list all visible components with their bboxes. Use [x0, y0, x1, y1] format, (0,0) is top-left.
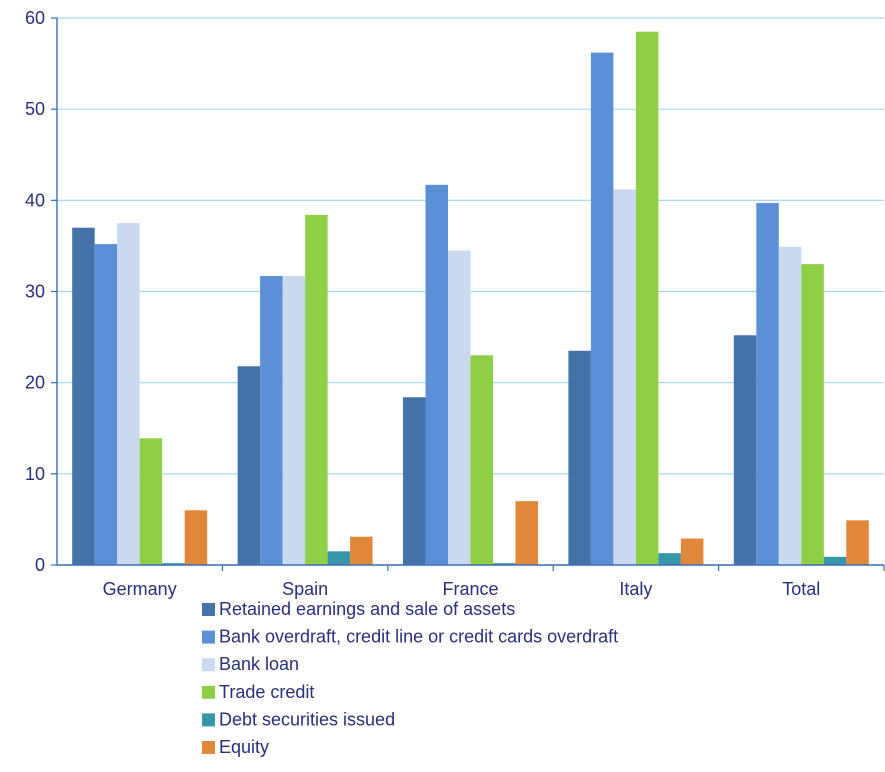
- legend: Retained earnings and sale of assets Bank…: [202, 599, 618, 757]
- bar-total-series-5: [846, 520, 869, 565]
- bar-france-series-3: [470, 355, 493, 565]
- bar-italy-series-3: [635, 31, 659, 566]
- bar-total-series-2: [778, 246, 802, 565]
- y-tick-label: 60: [25, 8, 45, 28]
- legend-label: Bank loan: [219, 654, 299, 674]
- bar-france-series-2: [448, 250, 471, 565]
- bar-italy-series-5: [680, 538, 704, 565]
- y-tick-label: 0: [35, 555, 45, 575]
- bar-total-series-1: [756, 203, 779, 565]
- bar-germany-series-5: [184, 510, 208, 565]
- bar-germany-series-3: [139, 438, 163, 565]
- legend-swatch: [202, 713, 215, 727]
- bar-total-series-4: [823, 556, 847, 565]
- y-tick-labels: 0 10 20 30 40 50 60: [25, 8, 45, 575]
- y-tick-label: 10: [25, 464, 45, 484]
- y-tick-label: 30: [25, 282, 45, 302]
- bar-spain-series-1: [260, 276, 283, 565]
- bar-italy-series-2: [613, 189, 636, 566]
- legend-swatch: [202, 685, 215, 699]
- legend-label: Trade credit: [219, 682, 314, 702]
- x-tick-label: Total: [782, 579, 820, 599]
- legend-label: Debt securities issued: [219, 709, 395, 729]
- bar-france-series-5: [515, 501, 538, 565]
- y-tick-label: 40: [25, 190, 45, 210]
- y-tick-label: 20: [25, 373, 45, 393]
- bar-france-series-1: [425, 184, 448, 565]
- legend-label: Bank overdraft, credit line or credit ca…: [219, 627, 618, 647]
- bar-germany-series-1: [94, 244, 118, 566]
- x-tick-label: Italy: [619, 579, 652, 599]
- bar-spain-series-4: [327, 551, 351, 565]
- bar-total-series-3: [801, 264, 824, 565]
- x-tick-label: Germany: [103, 579, 177, 599]
- legend-label: Retained earnings and sale of assets: [219, 599, 515, 619]
- legend-swatch: [202, 630, 215, 644]
- legend-swatch: [202, 603, 215, 616]
- bar-italy-series-4: [658, 553, 681, 565]
- bars: [72, 31, 869, 566]
- bar-italy-series-1: [590, 52, 614, 566]
- bar-france-series-4: [493, 563, 516, 565]
- bar-total-series-0: [733, 335, 757, 565]
- bar-spain-series-0: [237, 366, 261, 565]
- y-tick-label: 50: [25, 99, 45, 119]
- x-tick-labels: Germany Spain France Italy Total: [103, 579, 821, 599]
- x-tick-label: Spain: [282, 579, 328, 599]
- axes: [51, 17, 885, 571]
- bar-spain-series-5: [350, 536, 373, 565]
- bar-germany-series-0: [72, 227, 95, 565]
- legend-label: Equity: [219, 737, 269, 757]
- bar-spain-series-2: [282, 276, 306, 565]
- legend-swatch: [202, 741, 215, 754]
- legend-swatch: [202, 658, 215, 672]
- bar-germany-series-2: [117, 223, 140, 565]
- bar-spain-series-3: [305, 214, 328, 566]
- bar-italy-series-0: [568, 350, 591, 565]
- bar-germany-series-4: [162, 563, 185, 565]
- bar-france-series-0: [403, 397, 426, 565]
- x-tick-label: France: [442, 579, 498, 599]
